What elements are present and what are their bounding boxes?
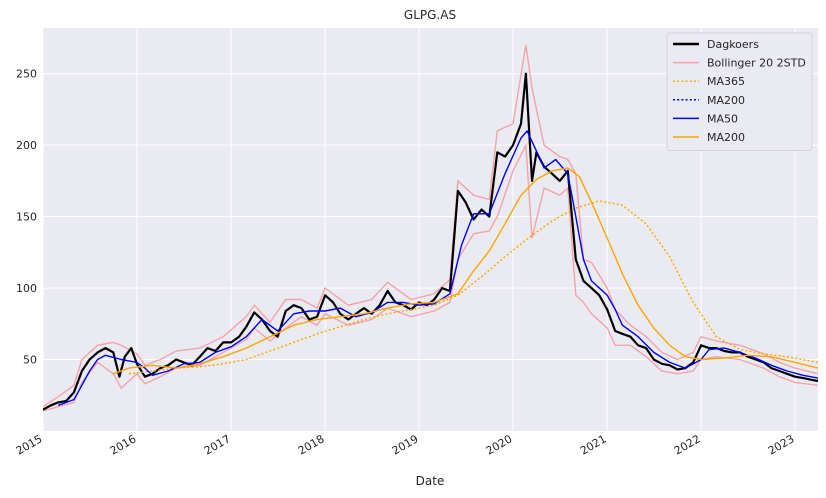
y-axis: 50 100 150 200 250 xyxy=(16,68,37,367)
bollinger-upper-line xyxy=(43,44,818,408)
series-line-5 xyxy=(113,167,818,375)
y-tick-label: 250 xyxy=(16,68,37,81)
x-tick-label: 2019 xyxy=(390,432,421,457)
x-axis: 2015 2016 2017 2018 2019 2020 2021 2022 2023 xyxy=(14,432,797,457)
series-line-4 xyxy=(57,130,818,406)
y-tick-label: 150 xyxy=(16,211,37,224)
x-tick-label: 2022 xyxy=(672,432,703,457)
legend-label: Bollinger 20 2STD xyxy=(707,57,806,70)
chart-title: GLPG.AS xyxy=(404,8,456,22)
x-tick-label: 2020 xyxy=(484,432,515,457)
legend-label: MA200 xyxy=(707,131,745,144)
x-tick-label: 2023 xyxy=(766,432,797,457)
grid xyxy=(42,28,818,431)
x-tick-label: 2015 xyxy=(14,432,45,457)
legend-label: MA365 xyxy=(707,75,745,88)
legend: Dagkoers Bollinger 20 2STD MA365 MA200 MA50 M… xyxy=(666,32,813,151)
plot-area xyxy=(43,44,818,412)
x-tick-label: 2016 xyxy=(108,432,139,457)
y-tick-label: 200 xyxy=(16,139,37,152)
x-tick-label: 2021 xyxy=(578,432,609,457)
series-line-2 xyxy=(128,200,818,375)
x-tick-label: 2018 xyxy=(296,432,327,457)
x-axis-label: Date xyxy=(416,474,445,488)
legend-box xyxy=(666,32,813,151)
legend-label: Dagkoers xyxy=(707,38,759,51)
x-tick-label: 2017 xyxy=(202,432,233,457)
legend-label: MA50 xyxy=(707,112,738,125)
y-tick-label: 100 xyxy=(16,282,37,295)
y-tick-label: 50 xyxy=(23,354,37,367)
legend-label: MA200 xyxy=(707,94,745,107)
